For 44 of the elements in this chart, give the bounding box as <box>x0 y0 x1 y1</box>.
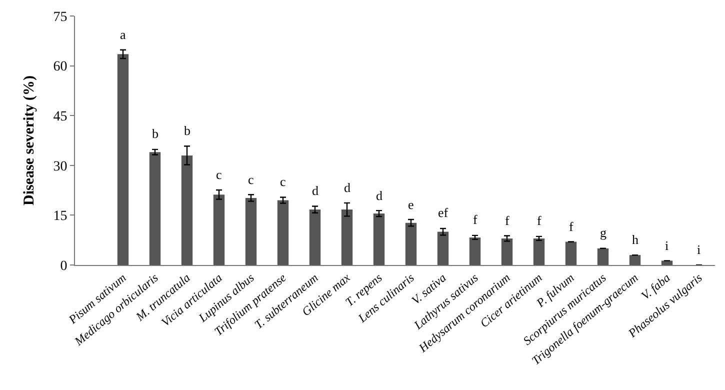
data-label: d <box>376 188 383 203</box>
data-label: b <box>184 123 190 138</box>
data-label: f <box>473 212 478 227</box>
y-tick-label: 0 <box>60 258 68 274</box>
bar <box>181 155 193 265</box>
bar <box>469 237 481 265</box>
bar <box>501 238 513 265</box>
bar <box>661 260 673 265</box>
bar <box>629 255 641 265</box>
data-label: e <box>408 197 414 212</box>
bar <box>277 200 289 265</box>
data-label: g <box>600 225 607 240</box>
bar <box>373 214 385 265</box>
data-label: b <box>152 126 158 141</box>
bar <box>597 248 609 265</box>
data-label: f <box>505 213 510 228</box>
data-label: i <box>697 242 701 257</box>
data-label: d <box>344 180 351 195</box>
data-label: i <box>665 238 669 253</box>
data-label: c <box>280 174 286 189</box>
bar <box>341 210 353 265</box>
y-tick-label: 75 <box>53 10 68 25</box>
bar <box>565 242 577 265</box>
data-label: f <box>537 213 542 228</box>
bar <box>213 194 225 265</box>
y-tick-label: 45 <box>53 110 68 124</box>
bar <box>245 198 257 265</box>
data-label: c <box>216 167 222 182</box>
y-tick-label: 30 <box>53 159 68 174</box>
data-label: h <box>632 232 639 247</box>
data-label: ef <box>438 205 449 220</box>
data-label: c <box>248 172 254 187</box>
data-label: d <box>312 183 319 198</box>
y-tick-label: 15 <box>53 209 68 224</box>
bar <box>117 54 129 265</box>
y-axis-title: Disease severity (%) <box>21 76 38 206</box>
y-tick-label: 60 <box>53 60 68 75</box>
bar <box>437 232 449 265</box>
bar <box>309 210 321 265</box>
bar <box>405 222 417 265</box>
bar <box>533 238 545 265</box>
data-label: f <box>569 219 574 234</box>
data-label: a <box>120 27 126 42</box>
bar <box>149 152 161 265</box>
